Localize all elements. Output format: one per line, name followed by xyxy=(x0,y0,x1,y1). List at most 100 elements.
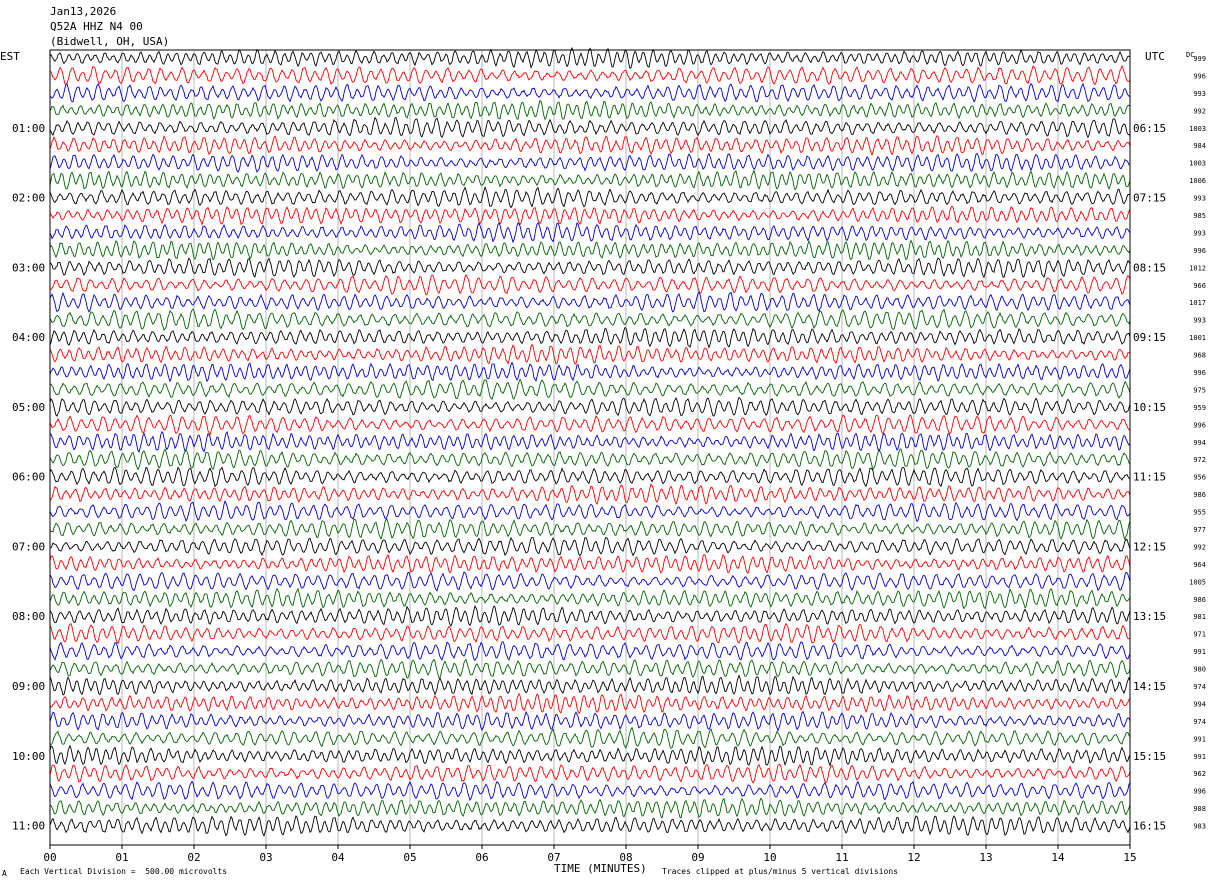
dc-offset-label: 964 xyxy=(1193,561,1206,569)
dc-offset-label: 980 xyxy=(1193,666,1206,674)
trace-line xyxy=(49,185,1131,209)
left-hour-label: 07:00 xyxy=(12,540,45,553)
dc-offset-label: 992 xyxy=(1193,543,1206,551)
right-hour-label: 15:15 xyxy=(1133,750,1166,763)
trace-line xyxy=(49,448,1131,471)
dc-offset-label: 996 xyxy=(1193,421,1206,429)
trace-line xyxy=(49,763,1131,784)
trace-line xyxy=(49,692,1131,715)
dc-offset-label: 994 xyxy=(1193,700,1206,708)
x-tick-label: 02 xyxy=(187,851,200,864)
trace-line xyxy=(49,414,1131,436)
trace-line xyxy=(49,430,1131,454)
right-hour-label: 12:15 xyxy=(1133,540,1166,553)
right-hour-label: 16:15 xyxy=(1133,820,1166,833)
dc-offset-label: 996 xyxy=(1193,369,1206,377)
trace-line xyxy=(49,291,1131,313)
dc-offset-label: 959 xyxy=(1193,404,1206,412)
dc-offset-label: 993 xyxy=(1193,317,1206,325)
left-hour-label: 03:00 xyxy=(12,261,45,274)
dc-offset-label: 991 xyxy=(1193,753,1206,761)
dc-offset-label: 993 xyxy=(1193,195,1206,203)
trace-line xyxy=(49,273,1131,296)
trace-line xyxy=(49,343,1131,365)
trace-line xyxy=(49,466,1131,488)
dc-offset-label: 975 xyxy=(1193,386,1206,394)
x-tick-label: 14 xyxy=(1051,851,1065,864)
x-axis-title: TIME (MINUTES) xyxy=(554,862,647,875)
left-hour-labels: 01:00 02:00 03:00 04:00 05:00 06:00 07:00 08:00… xyxy=(12,122,45,833)
dc-offset-label: 955 xyxy=(1193,509,1206,517)
right-hour-label: 11:15 xyxy=(1133,471,1166,484)
trace-line xyxy=(49,46,1131,70)
dc-header-label: DC xyxy=(1186,51,1194,59)
dc-offset-label: 985 xyxy=(1193,212,1206,220)
x-tick-label: 08 xyxy=(619,851,632,864)
trace-line xyxy=(49,710,1131,733)
trace-line xyxy=(49,571,1131,592)
left-hour-label: 11:00 xyxy=(12,820,45,833)
left-hour-label: 02:00 xyxy=(12,192,45,205)
right-hour-label: 07:15 xyxy=(1133,192,1166,205)
trace-line xyxy=(49,483,1131,506)
trace-line xyxy=(49,169,1131,191)
left-hour-label: 06:00 xyxy=(12,471,45,484)
dc-offset-label: 1003 xyxy=(1189,125,1206,133)
dc-offset-label: 1017 xyxy=(1189,299,1206,307)
trace-line xyxy=(49,518,1131,541)
trace-line xyxy=(49,815,1131,837)
dc-offset-label: 991 xyxy=(1193,648,1206,656)
trace-line xyxy=(49,222,1131,244)
trace-line xyxy=(49,152,1131,173)
trace-line xyxy=(49,797,1131,820)
dc-offset-label: 986 xyxy=(1193,491,1206,499)
trace-line xyxy=(49,780,1131,802)
trace-line xyxy=(49,326,1131,349)
right-hour-label: 13:15 xyxy=(1133,610,1166,623)
trace-line xyxy=(49,658,1131,679)
trace-line xyxy=(50,64,1131,86)
dc-offset-label: 993 xyxy=(1193,229,1206,237)
right-hour-label: 14:15 xyxy=(1133,680,1166,693)
dc-offset-label: 956 xyxy=(1193,474,1206,482)
right-hour-labels: 06:15 07:15 08:15 09:15 10:15 11:15 12:15 13:15… xyxy=(1133,122,1166,833)
trace-line xyxy=(49,536,1131,557)
location-label: (Bidwell, OH, USA) xyxy=(50,35,170,48)
trace-line xyxy=(49,99,1131,121)
left-hour-label: 05:00 xyxy=(12,401,45,414)
x-tick-label: 09 xyxy=(691,851,704,864)
trace-line xyxy=(49,239,1131,261)
trace-line xyxy=(49,622,1131,645)
trace-line xyxy=(49,744,1131,767)
x-tick-label: 06 xyxy=(475,851,488,864)
dc-offset-label: 1003 xyxy=(1189,160,1206,168)
dc-offset-label: 996 xyxy=(1193,247,1206,255)
dc-offset-label: 1012 xyxy=(1189,264,1206,272)
dc-offset-labels: 999 996 993 992 1003 984 1003 1006 993 985 993 996 1… xyxy=(1189,55,1206,831)
x-tick-label: 01 xyxy=(115,851,128,864)
x-axis-ticks: 00 01 02 03 04 05 06 07 08 09 10 11 12 13 14 15 xyxy=(43,845,1137,864)
dc-offset-label: 992 xyxy=(1193,107,1206,115)
right-hour-label: 08:15 xyxy=(1133,261,1166,274)
x-tick-label: 05 xyxy=(403,851,416,864)
clip-note: Traces clipped at plus/minus 5 vertical … xyxy=(662,867,899,876)
scale-note: Each Vertical Division = 500.00 microvol… xyxy=(20,867,228,876)
trace-line xyxy=(49,116,1131,139)
left-hour-label: 04:00 xyxy=(12,331,45,344)
plot-frame xyxy=(49,49,1131,846)
trace-line xyxy=(49,205,1131,226)
dc-offset-label: 986 xyxy=(1193,596,1206,604)
x-tick-label: 07 xyxy=(547,851,560,864)
trace-line xyxy=(49,82,1131,103)
dc-offset-label: 968 xyxy=(1193,352,1206,360)
left-hour-label: 01:00 xyxy=(12,122,45,135)
trace-line xyxy=(49,604,1131,627)
dc-offset-label: 996 xyxy=(1193,788,1206,796)
dc-offset-label: 983 xyxy=(1193,823,1206,831)
trace-line xyxy=(49,257,1131,279)
trace-line xyxy=(49,553,1131,575)
dc-offset-label: 966 xyxy=(1193,282,1206,290)
dc-offset-label: 999 xyxy=(1193,55,1206,63)
trace-line xyxy=(49,396,1131,417)
left-hour-label: 09:00 xyxy=(12,680,45,693)
